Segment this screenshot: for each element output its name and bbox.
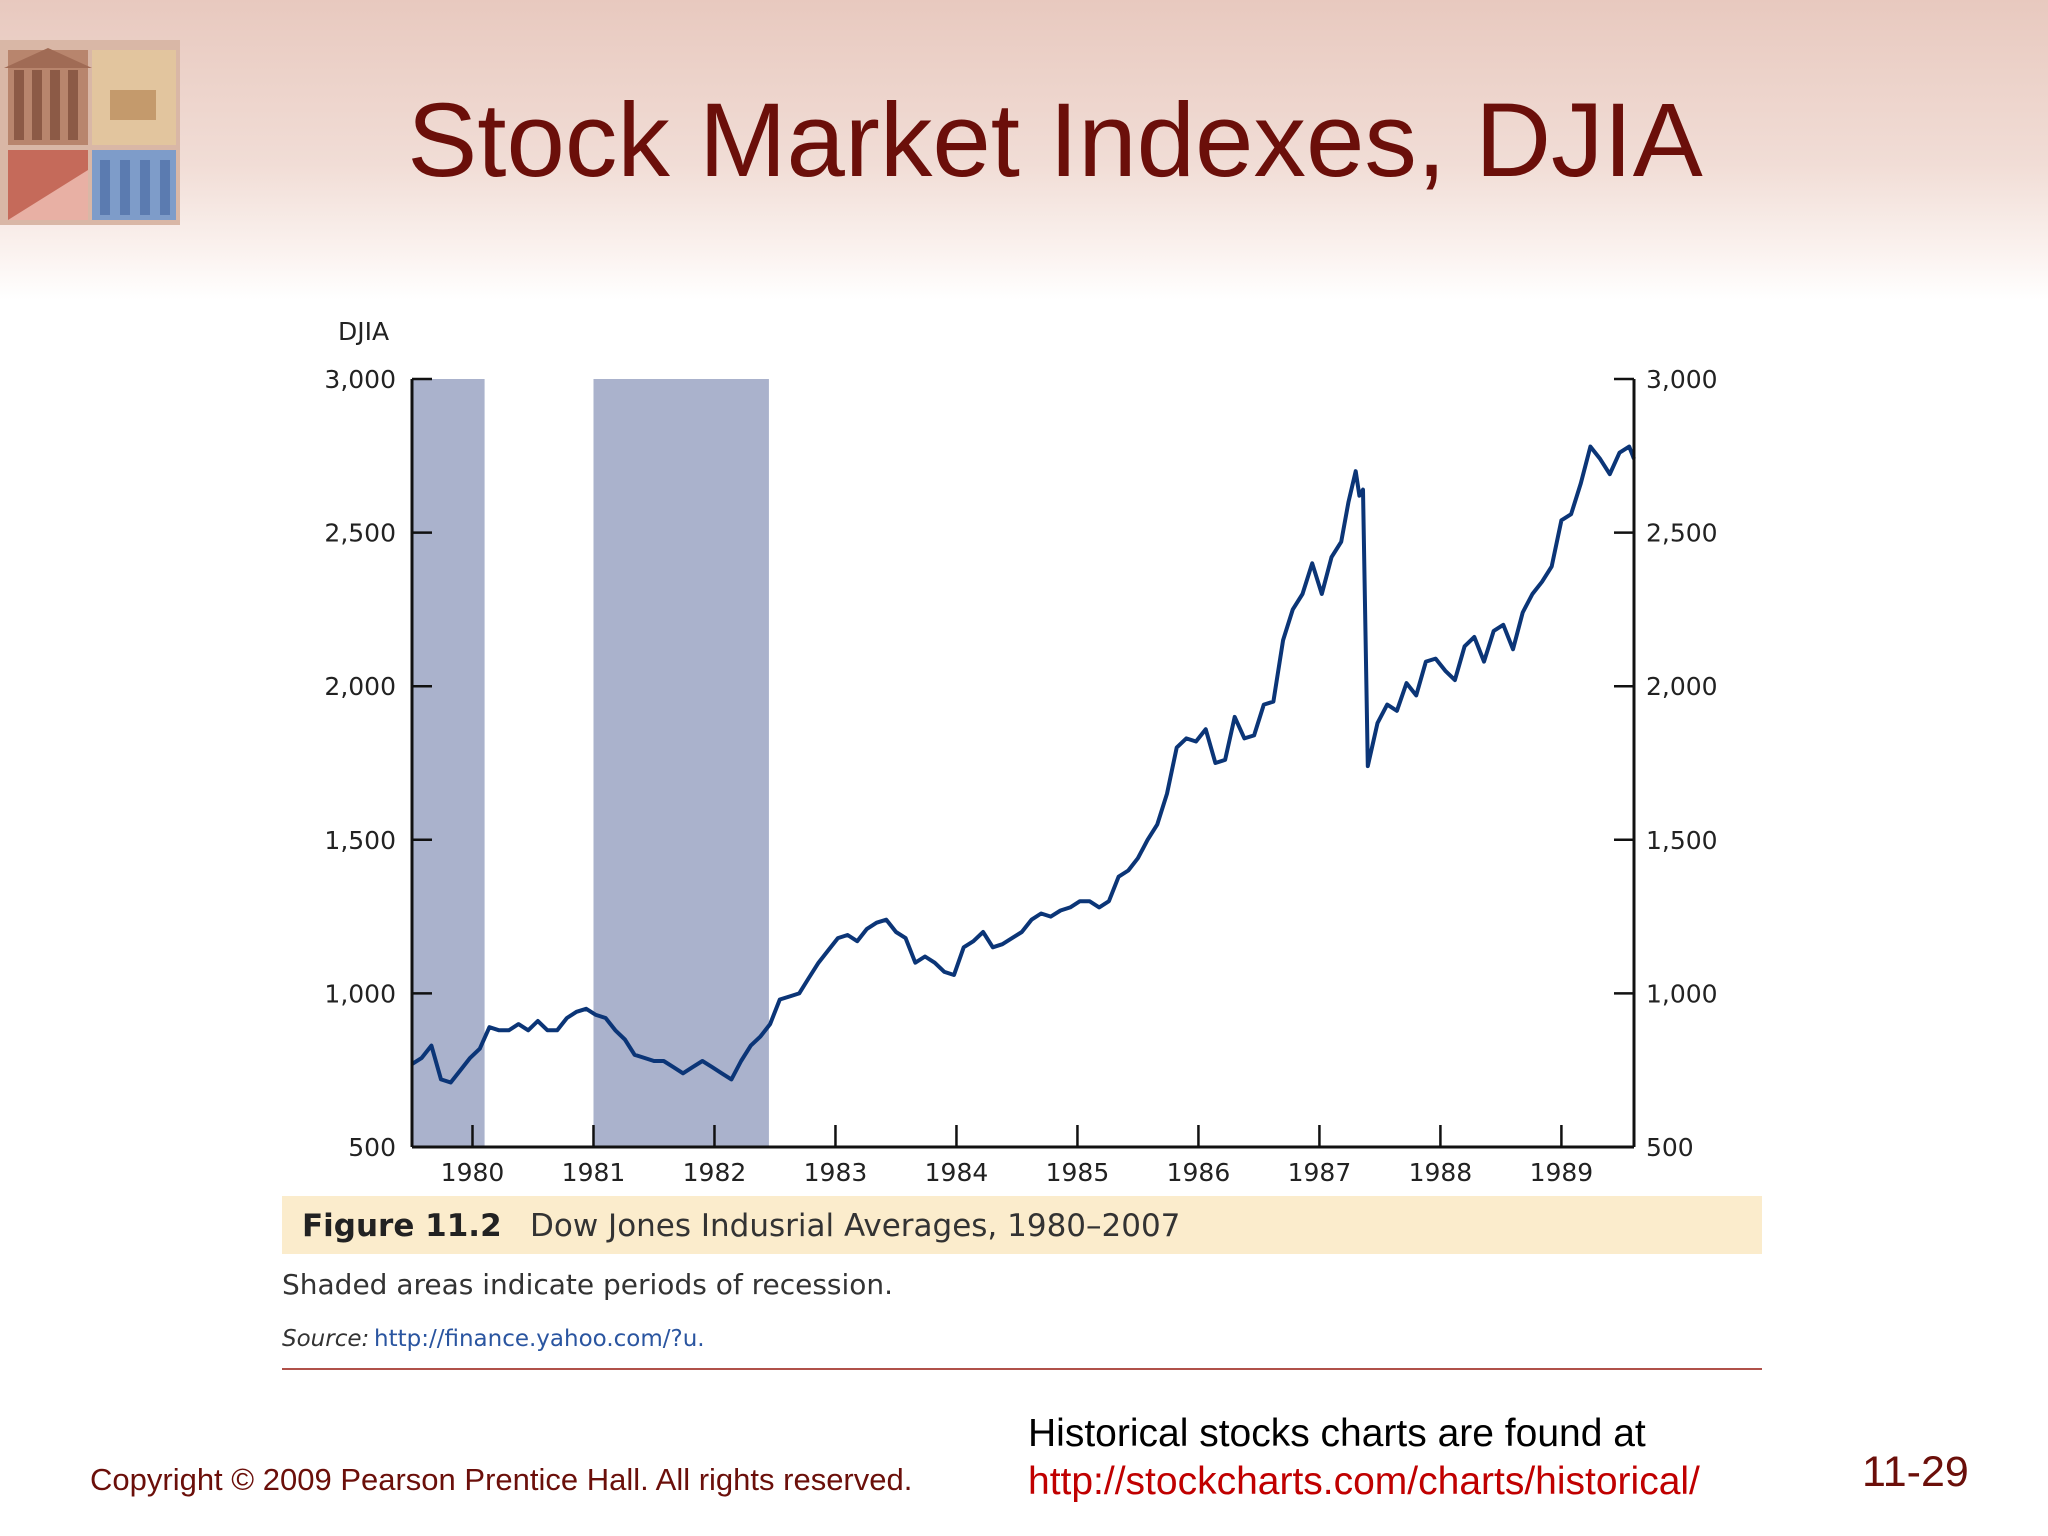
y-tick-label-right: 1,500 [1646, 826, 1718, 855]
figure-title: Dow Jones Indusrial Averages, 1980–2007 [530, 1208, 1181, 1244]
source-url: http://finance.yahoo.com/?u. [374, 1326, 705, 1352]
x-tick-label: 1989 [1530, 1158, 1594, 1187]
recession-band-2 [593, 379, 769, 1147]
recession-band-1 [412, 379, 485, 1147]
y-tick-label-left: 1,500 [324, 826, 396, 855]
x-tick-label: 1983 [804, 1158, 868, 1187]
x-tick-label: 1988 [1409, 1158, 1473, 1187]
slide-title: Stock Market Indexes, DJIA [407, 82, 1703, 199]
djia-series-line [410, 444, 1636, 1085]
slide-number: 11-29 [1862, 1448, 1969, 1496]
figure-label: Figure 11.2 [302, 1208, 502, 1244]
axes [410, 379, 1636, 1149]
historical-charts-link[interactable]: http://stockcharts.com/charts/historical… [1028, 1460, 1700, 1503]
caption-band [282, 1196, 1762, 1254]
djia-line-group [410, 444, 1636, 1085]
y-tick-label-right: 500 [1646, 1133, 1694, 1162]
x-tick-label: 1981 [562, 1158, 626, 1187]
x-tick-label: 1980 [441, 1158, 505, 1187]
y-tick-label-left: 2,500 [324, 519, 396, 548]
source-label: Source: [282, 1326, 370, 1352]
y-tick-label-left: 1,000 [324, 979, 396, 1008]
recession-shading [412, 379, 769, 1147]
x-tick-label: 1982 [683, 1158, 747, 1187]
x-tick-label: 1986 [1167, 1158, 1231, 1187]
figure-note: Shaded areas indicate periods of recessi… [282, 1268, 894, 1301]
y-ticks-left: 500 1,000 1,500 2,000 2,500 3,000 [324, 365, 432, 1162]
y-tick-label-right: 3,000 [1646, 365, 1718, 394]
y-tick-label-right: 1,000 [1646, 979, 1718, 1008]
y-tick-label-left: 500 [348, 1133, 396, 1162]
historical-charts-text: Historical stocks charts are found at [1028, 1412, 1646, 1455]
x-tick-label: 1984 [925, 1158, 989, 1187]
x-ticks: 1980 1981 1982 1983 1984 1985 1986 1987 1988 1989 [441, 1125, 1594, 1187]
header-band [0, 0, 2048, 300]
y-axis-label: DJIA [338, 317, 389, 346]
y-tick-label-right: 2,000 [1646, 672, 1718, 701]
y-tick-label-right: 2,500 [1646, 519, 1718, 548]
y-tick-label-left: 2,000 [324, 672, 396, 701]
caption-divider [282, 1368, 1762, 1370]
stock-exchange-logo [0, 40, 180, 225]
y-tick-label-left: 3,000 [324, 365, 396, 394]
copyright-text: Copyright © 2009 Pearson Prentice Hall. … [90, 1462, 913, 1497]
x-tick-label: 1985 [1046, 1158, 1110, 1187]
x-tick-label: 1987 [1288, 1158, 1352, 1187]
y-ticks-right: 500 1,000 1,500 2,000 2,500 3,000 [1614, 365, 1718, 1162]
